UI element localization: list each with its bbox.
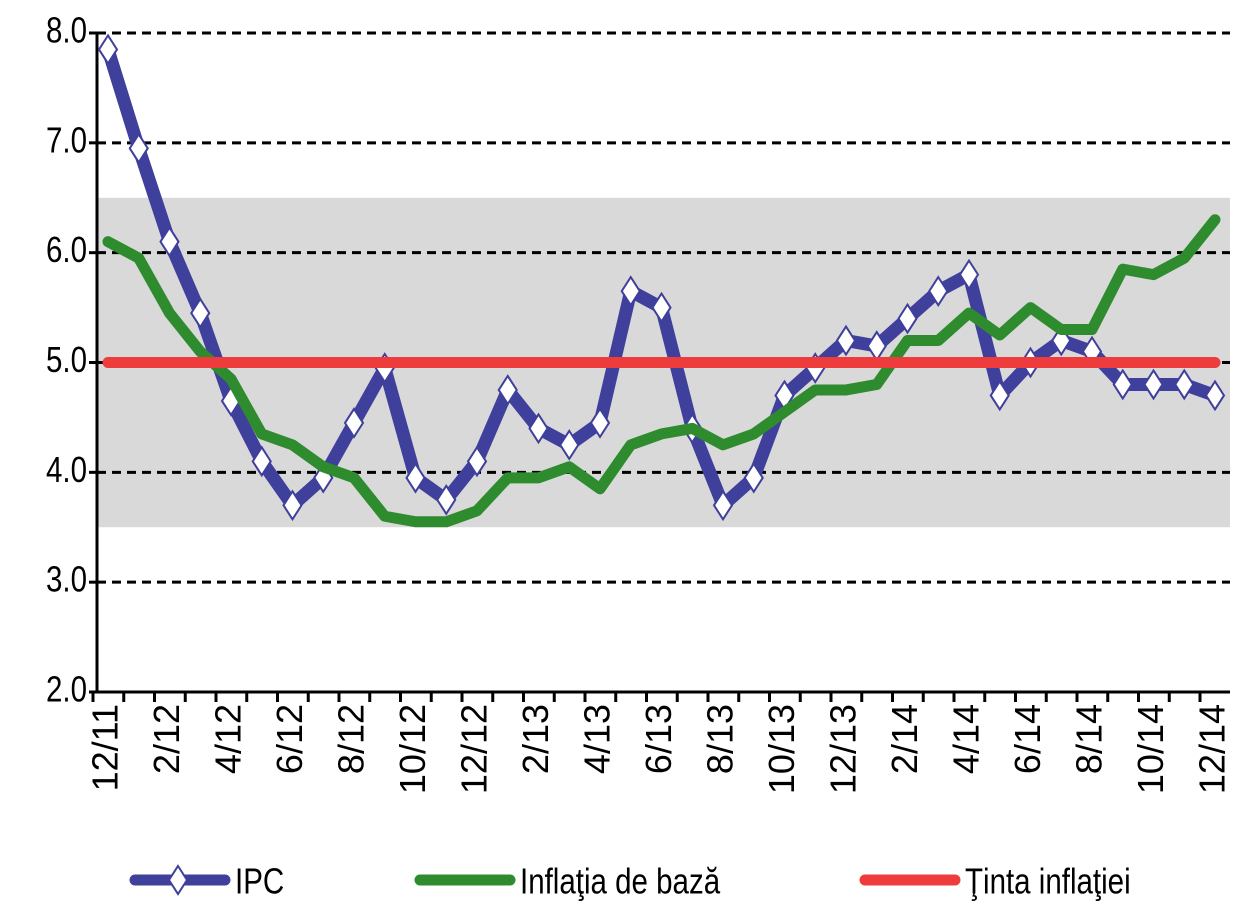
marker [251,445,272,478]
x-tick-label: 6/12 [269,704,310,774]
x-tick-label: 10/12 [392,704,433,794]
y-tick-label: 2.0 [46,669,87,709]
marker [128,132,149,165]
marker [1174,368,1195,401]
marker [1051,324,1072,357]
marker [712,489,734,522]
x-tick-label: 12/12 [454,704,495,794]
y-tick-label: 3.0 [46,559,87,599]
marker [589,407,611,439]
marker [466,445,488,478]
marker [528,412,549,445]
legend-label: Ţinta inflaţiei [965,861,1131,901]
legend-label: Inflaţia de bază [520,861,721,901]
y-tick-label: 5.0 [46,339,87,379]
marker [928,275,949,307]
marker [559,429,580,461]
x-tick-label: 4/13 [577,704,618,774]
x-tick-label: 10/14 [1130,704,1171,794]
marker [405,461,426,494]
marker [743,461,764,494]
marker [651,291,672,324]
legend-marker [167,864,189,896]
x-tick-label: 8/12 [331,704,372,774]
marker [620,275,641,307]
x-tick-label: 2/14 [884,704,925,774]
marker [343,407,365,439]
y-tick-label: 7.0 [46,120,87,160]
y-tick-label: 8.0 [46,10,87,50]
marker [958,258,980,291]
marker [497,374,518,406]
x-tick-label: 2/13 [515,704,556,774]
x-tick-label: 10/13 [761,704,802,794]
y-tick-label: 6.0 [46,229,87,269]
legend-label: IPC [235,861,284,901]
marker [989,379,1010,412]
marker [436,483,457,516]
marker [97,33,119,66]
marker [159,225,180,258]
y-tick-label: 4.0 [46,449,87,489]
x-tick-label: 6/14 [1007,704,1048,774]
x-tick-label: 12/14 [1192,704,1233,794]
x-tick-label: 8/13 [700,704,741,774]
x-tick-label: 2/12 [146,704,187,774]
marker [1112,368,1133,401]
series-line [102,214,1221,528]
marker [1143,368,1164,401]
marker [282,489,303,522]
x-tick-label: 6/13 [638,704,679,774]
x-tick-label: 4/12 [208,704,249,774]
x-tick-label: 4/14 [946,704,987,774]
marker [897,302,918,335]
marker [190,297,211,329]
marker [1204,379,1226,412]
x-tick-label: 12/11 [85,704,126,791]
x-tick-label: 8/14 [1069,704,1110,774]
marker [835,324,857,357]
x-tick-label: 12/13 [823,704,864,794]
